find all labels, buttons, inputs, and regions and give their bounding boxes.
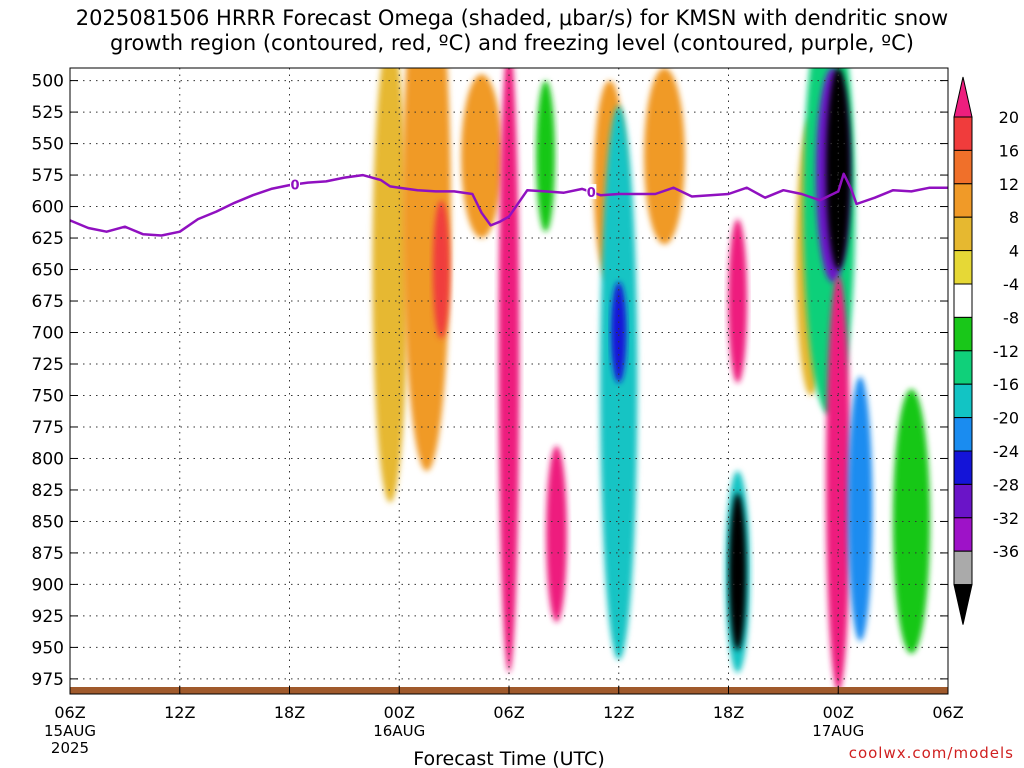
x-axis-label: Forecast Time (UTC) [413, 748, 604, 768]
y-tick-label-500: 500 [32, 72, 64, 92]
y-tick-label-650: 650 [32, 261, 64, 281]
contour-label-1: 0 [587, 186, 596, 201]
omega-feature-19 [847, 376, 873, 642]
colorbar-label-9: -20 [993, 409, 1019, 428]
y-tick-label-950: 950 [32, 638, 64, 658]
contour-label-0: 0 [290, 178, 299, 193]
x-tick-label-7: 00Z [823, 703, 854, 722]
colorbar-top-arrow [953, 76, 973, 118]
y-tick-label-750: 750 [32, 386, 64, 406]
gridlines [70, 68, 948, 694]
x-tick-label-6: 18Z [713, 703, 744, 722]
colorbar-label-5: -4 [1003, 275, 1019, 294]
y-tick-label-875: 875 [32, 544, 64, 564]
y-tick-label-525: 525 [32, 103, 64, 123]
colorbar-segment-10 [953, 417, 973, 452]
x-tick-label-5: 12Z [603, 703, 634, 722]
colorbar: 20 16 12 8 4 -4 -8 -12 -16 -20 -24 -28 -32 -36 [953, 76, 1019, 625]
colorbar-label-4: 4 [1009, 242, 1019, 261]
colorbar-label-7: -12 [993, 342, 1019, 361]
y-tick-label-675: 675 [32, 292, 64, 312]
colorbar-label-6: -8 [1003, 308, 1019, 327]
title-line-2: growth region (contoured, red, ºC) and f… [110, 31, 914, 55]
y-tick-label-800: 800 [32, 449, 64, 469]
colorbar-label-2: 12 [999, 175, 1019, 194]
credit-text: coolwx.com/models [848, 744, 1014, 762]
omega-feature-18 [826, 275, 851, 692]
title-line-1: 2025081506 HRRR Forecast Omega (shaded, … [75, 6, 949, 30]
x-tick-label-3: 00Z [384, 703, 415, 722]
y-tick-label-625: 625 [32, 229, 64, 249]
omega-feature-20 [892, 389, 931, 654]
y-tick-label-575: 575 [32, 166, 64, 186]
omega-field [70, 68, 948, 694]
colorbar-segment-8 [953, 350, 973, 385]
contour-label-bg-0 [289, 176, 300, 192]
omega-feature-3 [461, 74, 503, 239]
colorbar-label-11: -28 [993, 475, 1019, 494]
x-tick-label-0: 06Z [54, 703, 85, 722]
y-tick-label-850: 850 [32, 512, 64, 532]
colorbar-label-0: 20 [999, 108, 1019, 127]
colorbar-segment-2 [953, 149, 973, 185]
x-tick-sublabel-0-1: 2025 [51, 739, 89, 757]
y-tick-label-900: 900 [32, 575, 64, 595]
omega-feature-1 [402, 68, 451, 471]
x-tick-label-8: 06Z [932, 703, 963, 722]
colorbar-segment-14 [953, 550, 973, 586]
colorbar-label-8: -16 [993, 375, 1019, 394]
colorbar-label-3: 8 [1009, 208, 1019, 227]
contour-label-bg-1 [586, 184, 597, 200]
colorbar-label-10: -24 [993, 442, 1019, 461]
y-axis: 500 525 550 575 600 625 650 675 700 725 750 775 800 8… [32, 72, 948, 690]
freezing-level-line [69, 172, 948, 237]
y-tick-label-825: 825 [32, 481, 64, 501]
y-tick-label-775: 775 [32, 418, 64, 438]
omega-feature-11 [728, 219, 748, 383]
colorbar-segment-7 [953, 316, 973, 352]
colorbar-segment-12 [953, 483, 973, 519]
colorbar-bottom-arrow [953, 584, 973, 625]
y-tick-label-550: 550 [32, 135, 64, 155]
y-tick-label-700: 700 [32, 324, 64, 344]
omega-feature-6 [546, 445, 567, 623]
x-tick-sublabel-3-0: 16AUG [373, 722, 425, 740]
colorbar-segment-5 [953, 250, 973, 285]
omega-feature-17 [826, 68, 851, 270]
omega-feature-10 [644, 68, 685, 245]
x-tick-label-2: 18Z [274, 703, 305, 722]
y-tick-label-975: 975 [32, 670, 64, 690]
colorbar-label-12: -32 [993, 509, 1019, 528]
y-tick-label-725: 725 [32, 355, 64, 375]
y-tick-label-925: 925 [32, 607, 64, 627]
colorbar-label-13: -36 [993, 542, 1019, 561]
colorbar-segment-11 [953, 450, 973, 485]
freezing-level-contour: 00 [69, 172, 948, 237]
colorbar-label-1: 16 [999, 141, 1019, 160]
colorbar-segment-9 [953, 383, 973, 419]
y-tick-label-600: 600 [32, 198, 64, 218]
x-tick-sublabel-7-0: 17AUG [812, 722, 864, 740]
colorbar-segment-1 [953, 116, 973, 151]
colorbar-segment-6 [953, 283, 973, 318]
colorbar-segment-3 [953, 183, 973, 218]
omega-feature-4 [498, 68, 520, 673]
omega-feature-13 [729, 493, 747, 651]
x-tick-sublabel-0-0: 15AUG [44, 722, 96, 740]
omega-feature-5 [536, 80, 556, 232]
x-tick-label-4: 06Z [493, 703, 524, 722]
omega-feature-9 [611, 282, 627, 383]
x-tick-label-1: 12Z [164, 703, 195, 722]
colorbar-segment-4 [953, 216, 973, 252]
chart-title: 2025081506 HRRR Forecast Omega (shaded, … [0, 6, 1024, 56]
colorbar-segment-13 [953, 517, 973, 552]
